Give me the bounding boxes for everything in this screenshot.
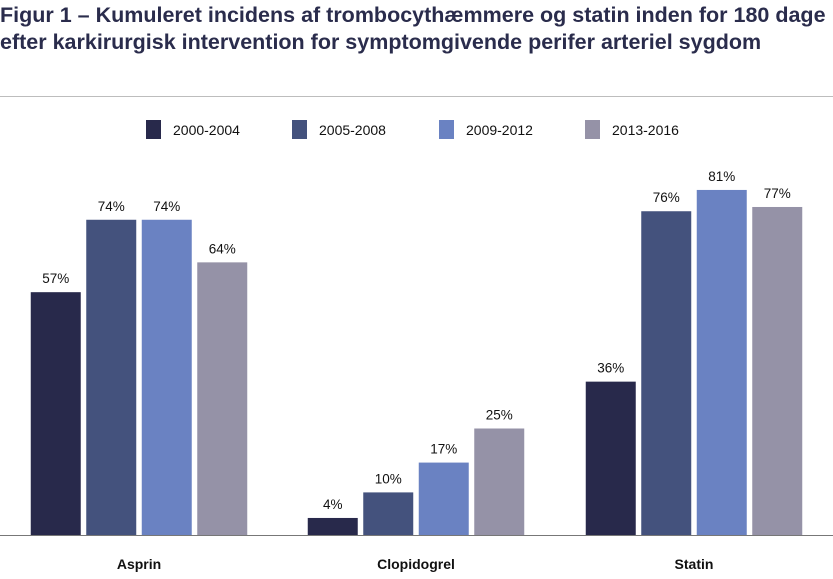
bar-statin-2009-2012 (696, 189, 747, 535)
bar-asprin-2000-2004 (30, 292, 81, 535)
bar-asprin-2005-2008 (86, 219, 137, 535)
legend-swatch-2005-2008 (292, 120, 307, 139)
bar-clopidogrel-2013-2016 (474, 428, 525, 535)
data-label-statin-2005-2008: 76% (653, 190, 680, 205)
chart-title: Figur 1 – Kumuleret incidens af trombocy… (0, 3, 826, 54)
legend-swatch-2000-2004 (146, 120, 161, 139)
data-label-statin-2013-2016: 77% (764, 186, 791, 201)
bar-clopidogrel-2009-2012 (418, 462, 469, 535)
category-label-asprin: Asprin (117, 556, 161, 572)
data-label-asprin-2005-2008: 74% (98, 199, 125, 214)
bar-clopidogrel-2000-2004 (307, 517, 358, 535)
bar-statin-2000-2004 (585, 381, 636, 535)
title-divider (0, 96, 833, 97)
data-label-clopidogrel-2005-2008: 10% (375, 471, 402, 486)
data-label-asprin-2013-2016: 64% (209, 241, 236, 256)
bar-clopidogrel-2005-2008 (363, 492, 414, 535)
data-label-statin-2009-2012: 81% (708, 169, 735, 184)
legend-label-2013-2016: 2013-2016 (612, 122, 679, 138)
category-label-clopidogrel: Clopidogrel (377, 556, 455, 572)
data-label-asprin-2000-2004: 57% (42, 271, 69, 286)
legend-label-2005-2008: 2005-2008 (319, 122, 386, 138)
legend-label-2000-2004: 2000-2004 (173, 122, 240, 138)
data-label-asprin-2009-2012: 74% (153, 199, 180, 214)
data-label-clopidogrel-2009-2012: 17% (430, 442, 457, 457)
bar-asprin-2013-2016 (197, 262, 248, 535)
bar-statin-2013-2016 (752, 206, 803, 536)
data-label-clopidogrel-2013-2016: 25% (486, 408, 513, 423)
bar-statin-2005-2008 (641, 211, 692, 536)
data-label-statin-2000-2004: 36% (597, 361, 624, 376)
legend-label-2009-2012: 2009-2012 (466, 122, 533, 138)
legend-swatch-2009-2012 (439, 120, 454, 139)
data-label-clopidogrel-2000-2004: 4% (323, 497, 343, 512)
category-label-statin: Statin (675, 556, 714, 572)
bar-asprin-2009-2012 (141, 219, 192, 535)
legend-swatch-2013-2016 (585, 120, 600, 139)
